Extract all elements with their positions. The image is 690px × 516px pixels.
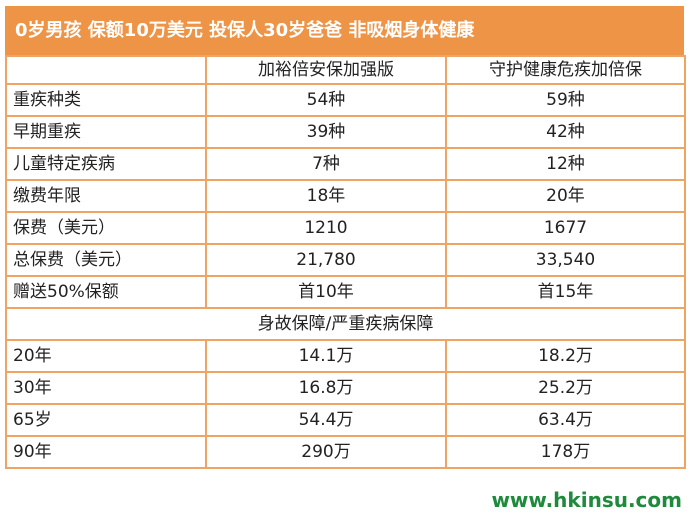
plan-a-value: 39种 <box>205 115 447 149</box>
plan-a-value: 54种 <box>205 83 447 117</box>
plan-a-value: 21,780 <box>205 243 447 277</box>
row-label: 重疾种类 <box>5 83 207 117</box>
plan-a-value: 290万 <box>205 435 447 469</box>
table-row: 90年 290万 178万 <box>5 435 686 469</box>
plan-b-value: 25.2万 <box>445 371 686 405</box>
row-label: 保费（美元） <box>5 211 207 245</box>
plan-a-value: 18年 <box>205 179 447 213</box>
plan-b-value: 12种 <box>445 147 686 181</box>
plan-b-value: 33,540 <box>445 243 686 277</box>
plan-b-value: 42种 <box>445 115 686 149</box>
plan-a-value: 首10年 <box>205 275 447 309</box>
row-label: 总保费（美元） <box>5 243 207 277</box>
plan-a-value: 14.1万 <box>205 339 447 373</box>
section-row: 身故保障/严重疾病保障 <box>5 307 686 341</box>
table-row: 30年 16.8万 25.2万 <box>5 371 686 405</box>
plan-a-value: 7种 <box>205 147 447 181</box>
row-label: 赠送50%保额 <box>5 275 207 309</box>
table-row: 赠送50%保额 首10年 首15年 <box>5 275 686 309</box>
plan-b-value: 20年 <box>445 179 686 213</box>
comparison-table-container: 0岁男孩 保额10万美元 投保人30岁爸爸 非吸烟身体健康 加裕倍安保加强版 守… <box>5 6 686 469</box>
header-plan-a: 加裕倍安保加强版 <box>205 55 447 85</box>
watermark: www.hkinsu.com <box>491 488 682 512</box>
table-row: 总保费（美元） 21,780 33,540 <box>5 243 686 277</box>
plan-b-value: 18.2万 <box>445 339 686 373</box>
plan-b-value: 首15年 <box>445 275 686 309</box>
comparison-table: 加裕倍安保加强版 守护健康危疾加倍保 重疾种类 54种 59种 早期重疾 39种 42种儿… <box>5 55 686 469</box>
table-row: 65岁 54.4万 63.4万 <box>5 403 686 437</box>
plan-b-value: 59种 <box>445 83 686 117</box>
row-label: 儿童特定疾病 <box>5 147 207 181</box>
table-row: 早期重疾 39种 42种 <box>5 115 686 149</box>
row-label: 缴费年限 <box>5 179 207 213</box>
table-row: 重疾种类 54种 59种 <box>5 83 686 117</box>
plan-a-value: 1210 <box>205 211 447 245</box>
row-label: 20年 <box>5 339 207 373</box>
row-label: 早期重疾 <box>5 115 207 149</box>
plan-b-value: 178万 <box>445 435 686 469</box>
table-title: 0岁男孩 保额10万美元 投保人30岁爸爸 非吸烟身体健康 <box>5 6 684 55</box>
plan-b-value: 63.4万 <box>445 403 686 437</box>
plan-a-value: 16.8万 <box>205 371 447 405</box>
plan-b-value: 1677 <box>445 211 686 245</box>
header-empty <box>5 55 207 85</box>
row-label: 90年 <box>5 435 207 469</box>
row-label: 65岁 <box>5 403 207 437</box>
plan-a-value: 54.4万 <box>205 403 447 437</box>
section-title: 身故保障/严重疾病保障 <box>5 307 686 341</box>
header-row: 加裕倍安保加强版 守护健康危疾加倍保 <box>5 55 686 85</box>
row-label: 30年 <box>5 371 207 405</box>
table-row: 儿童特定疾病 7种 12种 <box>5 147 686 181</box>
table-row: 缴费年限 18年 20年 <box>5 179 686 213</box>
table-row: 20年 14.1万 18.2万 <box>5 339 686 373</box>
table-row: 保费（美元） 1210 1677 <box>5 211 686 245</box>
header-plan-b: 守护健康危疾加倍保 <box>445 55 686 85</box>
